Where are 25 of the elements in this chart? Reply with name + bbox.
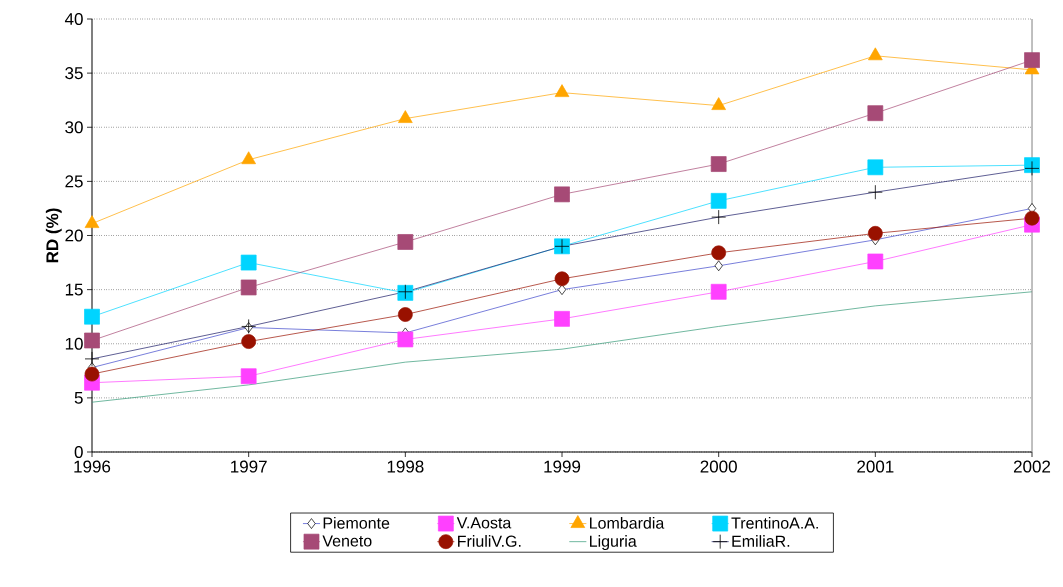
x-tick-label: 1997 <box>231 460 267 473</box>
x-tick-label: 2001 <box>857 460 894 473</box>
y-tick-label: 35 <box>65 67 83 80</box>
x-tick-label: 1998 <box>387 460 424 473</box>
y-tick-label: 30 <box>65 121 83 134</box>
legend-label: TrentinoA.A. <box>731 517 818 529</box>
x-tick-label: 1999 <box>544 460 581 473</box>
legend-label: Lombardia <box>590 517 665 529</box>
legend-label: EmiliaR. <box>732 535 790 547</box>
legend-label: FriuliV.G. <box>458 535 521 547</box>
y-tick-label: 40 <box>64 12 83 26</box>
y-tick-label: 10 <box>65 337 83 350</box>
legend-label: Piemonte <box>323 517 390 529</box>
y-tick-label: 15 <box>65 283 83 296</box>
y-tick-label: 5 <box>74 391 83 404</box>
x-tick-label: 2000 <box>700 460 737 473</box>
y-tick-label: 20 <box>65 229 83 242</box>
y-tick-label: 0 <box>74 445 83 459</box>
y-tick-label: 25 <box>65 175 83 188</box>
legend-label: V.Aosta <box>456 517 512 529</box>
legend-label: Liguria <box>590 535 637 551</box>
legend-label: Veneto <box>322 535 372 547</box>
y-axis-title: RD (%) <box>45 208 62 263</box>
x-tick-label: 2002 <box>1013 460 1051 473</box>
x-tick-label: 1996 <box>74 460 111 473</box>
